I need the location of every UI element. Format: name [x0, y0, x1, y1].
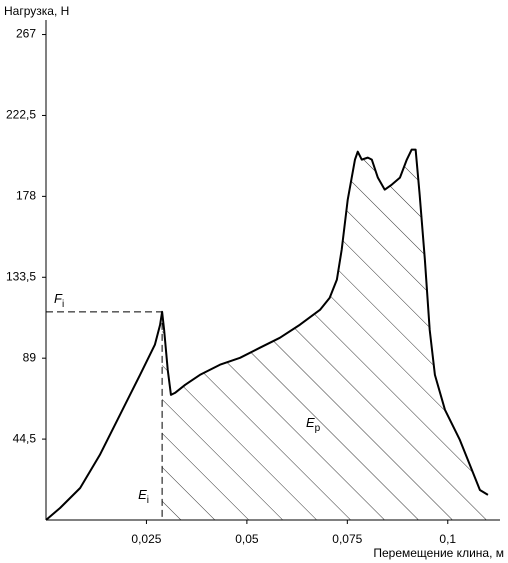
- hatched-area: [162, 149, 488, 521]
- annotation-sub: i: [62, 298, 64, 309]
- x-tick-label: 0,075: [332, 532, 362, 546]
- x-tick-label: 0,025: [131, 532, 161, 546]
- annotation-text: F: [54, 291, 63, 306]
- load-curve: [45, 148, 489, 521]
- annotation-sub: i: [147, 495, 149, 506]
- y-tick-label: 178: [16, 189, 36, 203]
- y-tick-label: 133,5: [6, 269, 36, 283]
- y-tick-label: 267: [16, 27, 36, 41]
- y-axis-label: Нагрузка, Н: [4, 4, 69, 18]
- annotation: Fi: [54, 291, 64, 309]
- annotation-text: E: [138, 487, 147, 502]
- annotation: Ei: [138, 487, 149, 505]
- x-axis-label: Перемещение клина, м: [373, 546, 504, 560]
- y-tick-label: 222,5: [6, 108, 36, 122]
- y-tick-label: 44,5: [13, 431, 37, 445]
- annotation-sub: p: [315, 423, 321, 434]
- y-tick-label: 89: [23, 350, 37, 364]
- annotation: Ep: [306, 415, 321, 433]
- annotation-text: E: [306, 415, 315, 430]
- x-tick-label: 0,1: [439, 532, 456, 546]
- x-tick-label: 0,05: [235, 532, 259, 546]
